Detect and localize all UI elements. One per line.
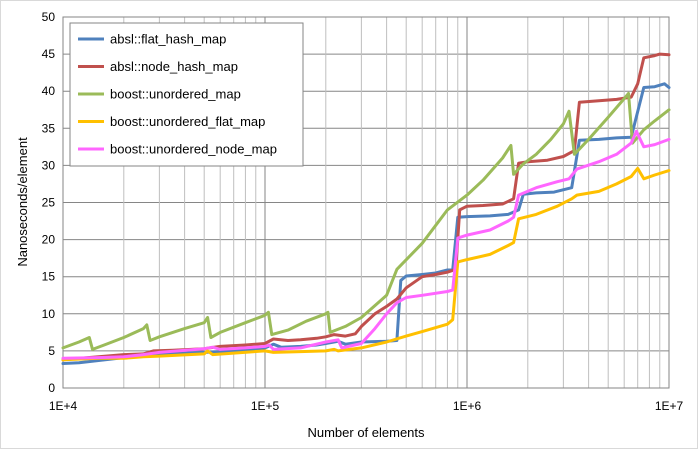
legend-label: boost::unordered_flat_map	[110, 114, 265, 129]
legend-box	[69, 22, 304, 167]
legend: absl::flat_hash_mapabsl::node_hash_mapbo…	[69, 22, 304, 167]
y-tick-label: 40	[42, 84, 56, 98]
x-tick-label: 1E+6	[453, 399, 482, 413]
series-line-5	[61, 129, 671, 360]
y-tick-label: 10	[42, 307, 56, 321]
legend-label: absl::node_hash_map	[110, 59, 238, 74]
series-line-3	[61, 91, 671, 351]
y-tick-label: 45	[42, 47, 56, 61]
y-tick-label: 35	[42, 121, 56, 135]
series-line-4	[61, 166, 671, 362]
y-tick-label: 30	[42, 158, 56, 172]
legend-label: boost::unordered_map	[110, 87, 241, 102]
x-tick-label: 1E+5	[251, 399, 280, 413]
y-tick-label: 5	[48, 344, 55, 358]
x-tick-label: 1E+7	[655, 399, 684, 413]
y-tick-label: 25	[42, 196, 56, 210]
legend-label: absl::flat_hash_map	[110, 32, 226, 47]
x-axis-title: Number of elements	[307, 425, 425, 440]
plot-border	[62, 16, 670, 389]
x-tick-label: 1E+4	[49, 399, 78, 413]
y-axis-title: Nanoseconds/element	[15, 137, 30, 267]
series-layer	[61, 52, 671, 365]
legend-label: boost::unordered_node_map	[110, 142, 277, 157]
y-tick-label: 15	[42, 270, 56, 284]
y-tick-label: 0	[48, 381, 55, 395]
y-axis-tick-labels: 0 5 10 15 20 25 30 35 40 45 50	[42, 10, 56, 395]
series-line-2	[61, 52, 671, 362]
y-tick-label: 20	[42, 233, 56, 247]
x-axis-tick-labels: 1E+4 1E+5 1E+6 1E+7	[49, 399, 684, 413]
y-tick-label: 50	[42, 10, 56, 24]
